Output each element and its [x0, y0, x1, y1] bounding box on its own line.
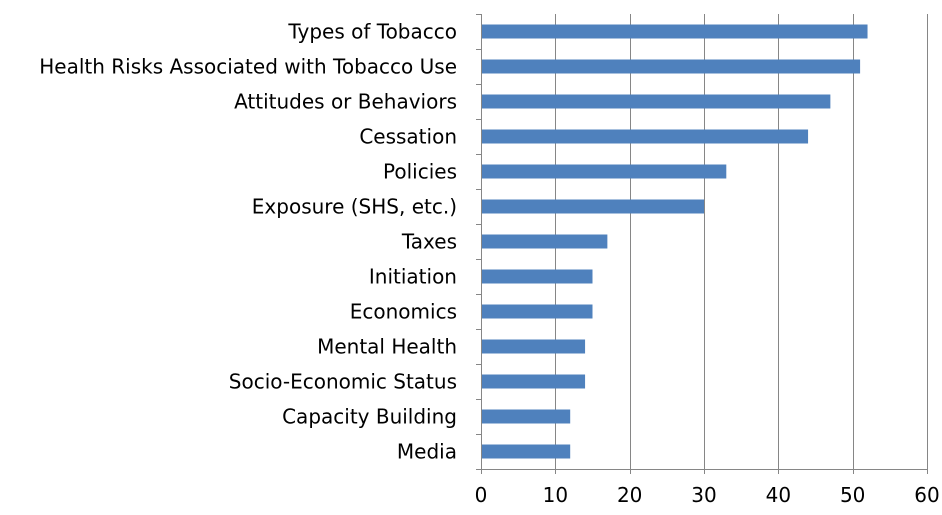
- bar: [481, 199, 704, 214]
- x-tick-labels: 0 10 20 30 40 50 60: [475, 483, 940, 507]
- x-tick-label: 30: [691, 483, 716, 507]
- bar: [481, 129, 809, 144]
- category-label: Socio-Economic Status: [229, 370, 457, 394]
- bar: [481, 374, 586, 389]
- x-tick-label: 40: [766, 483, 791, 507]
- category-label: Economics: [350, 300, 457, 324]
- bar: [481, 444, 571, 459]
- gridlines: [555, 14, 928, 469]
- category-label: Initiation: [369, 265, 457, 289]
- category-label: Taxes: [401, 230, 457, 254]
- category-label: Capacity Building: [282, 405, 457, 429]
- x-tick-label: 60: [914, 483, 939, 507]
- category-label: Attitudes or Behaviors: [234, 90, 457, 114]
- bar: [481, 409, 571, 424]
- bar: [481, 24, 868, 39]
- x-tick-label: 20: [617, 483, 642, 507]
- bar: [481, 164, 727, 179]
- category-label: Health Risks Associated with Tobacco Use: [39, 55, 457, 79]
- category-label: Media: [397, 440, 457, 464]
- category-labels: Types of Tobacco Health Risks Associated …: [39, 20, 457, 464]
- x-tick-label: 0: [475, 483, 488, 507]
- x-tick-label: 50: [840, 483, 865, 507]
- category-label: Cessation: [359, 125, 457, 149]
- axes: [476, 14, 928, 474]
- x-tick-label: 10: [543, 483, 568, 507]
- bar: [481, 339, 586, 354]
- bar: [481, 269, 593, 284]
- bar: [481, 94, 831, 109]
- bars: [481, 24, 868, 459]
- bar: [481, 234, 608, 249]
- bar: [481, 59, 861, 74]
- category-label: Mental Health: [317, 335, 457, 359]
- category-label: Exposure (SHS, etc.): [252, 195, 457, 219]
- category-label: Policies: [383, 160, 457, 184]
- bar: [481, 304, 593, 319]
- category-label: Types of Tobacco: [287, 20, 457, 44]
